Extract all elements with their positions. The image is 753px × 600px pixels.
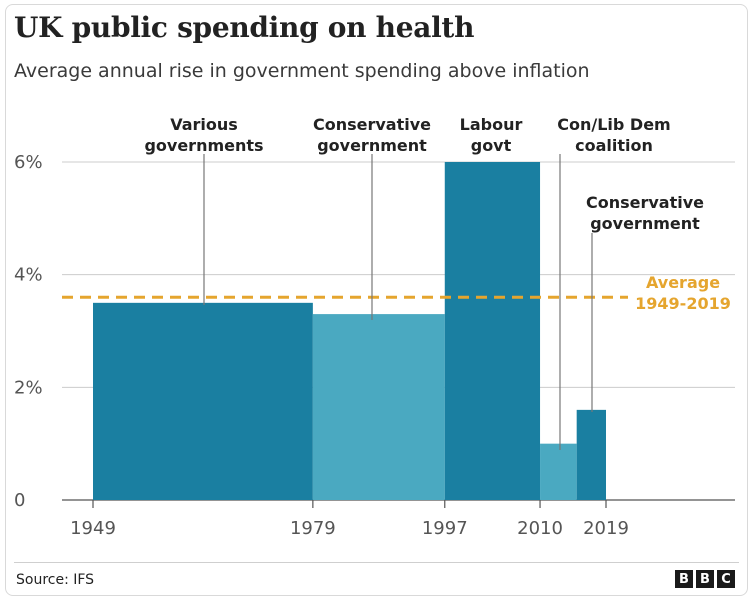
y-tick-label: 0 (14, 490, 25, 511)
bar (576, 409, 606, 500)
chart-title: UK public spending on health (14, 11, 475, 44)
bar (312, 314, 445, 500)
bbc-logo-letter: C (717, 570, 735, 588)
footer-divider (14, 562, 739, 563)
period-label: government (590, 214, 700, 233)
average-label: Average (646, 273, 720, 292)
period-label: Con/Lib Dem (557, 115, 670, 134)
chart-subtitle: Average annual rise in government spendi… (14, 60, 590, 82)
period-label: Conservative (586, 193, 704, 212)
period-label: coalition (575, 136, 653, 155)
y-tick-label: 6% (14, 152, 43, 173)
bar (540, 443, 577, 500)
period-label: govt (471, 136, 512, 155)
period-label: Various (170, 115, 238, 134)
period-label: Conservative (313, 115, 431, 134)
x-tick-label: 1979 (290, 518, 336, 539)
average-label: 1949-2019 (635, 294, 731, 313)
source-note: Source: IFS (16, 572, 95, 588)
x-tick-label: 1997 (422, 518, 468, 539)
period-label: Labour (460, 115, 523, 134)
y-tick-label: 4% (14, 265, 43, 286)
period-label: government (317, 136, 427, 155)
bar (93, 302, 313, 500)
bbc-logo-letter: B (675, 570, 693, 588)
bar (444, 162, 541, 500)
bbc-logo: B B C (675, 570, 735, 588)
period-label: governments (144, 136, 263, 155)
y-tick-label: 2% (14, 377, 43, 398)
x-tick-label: 1949 (70, 518, 116, 539)
x-tick-label: 2019 (583, 518, 629, 539)
bbc-logo-letter: B (696, 570, 714, 588)
x-tick-label: 2010 (517, 518, 563, 539)
